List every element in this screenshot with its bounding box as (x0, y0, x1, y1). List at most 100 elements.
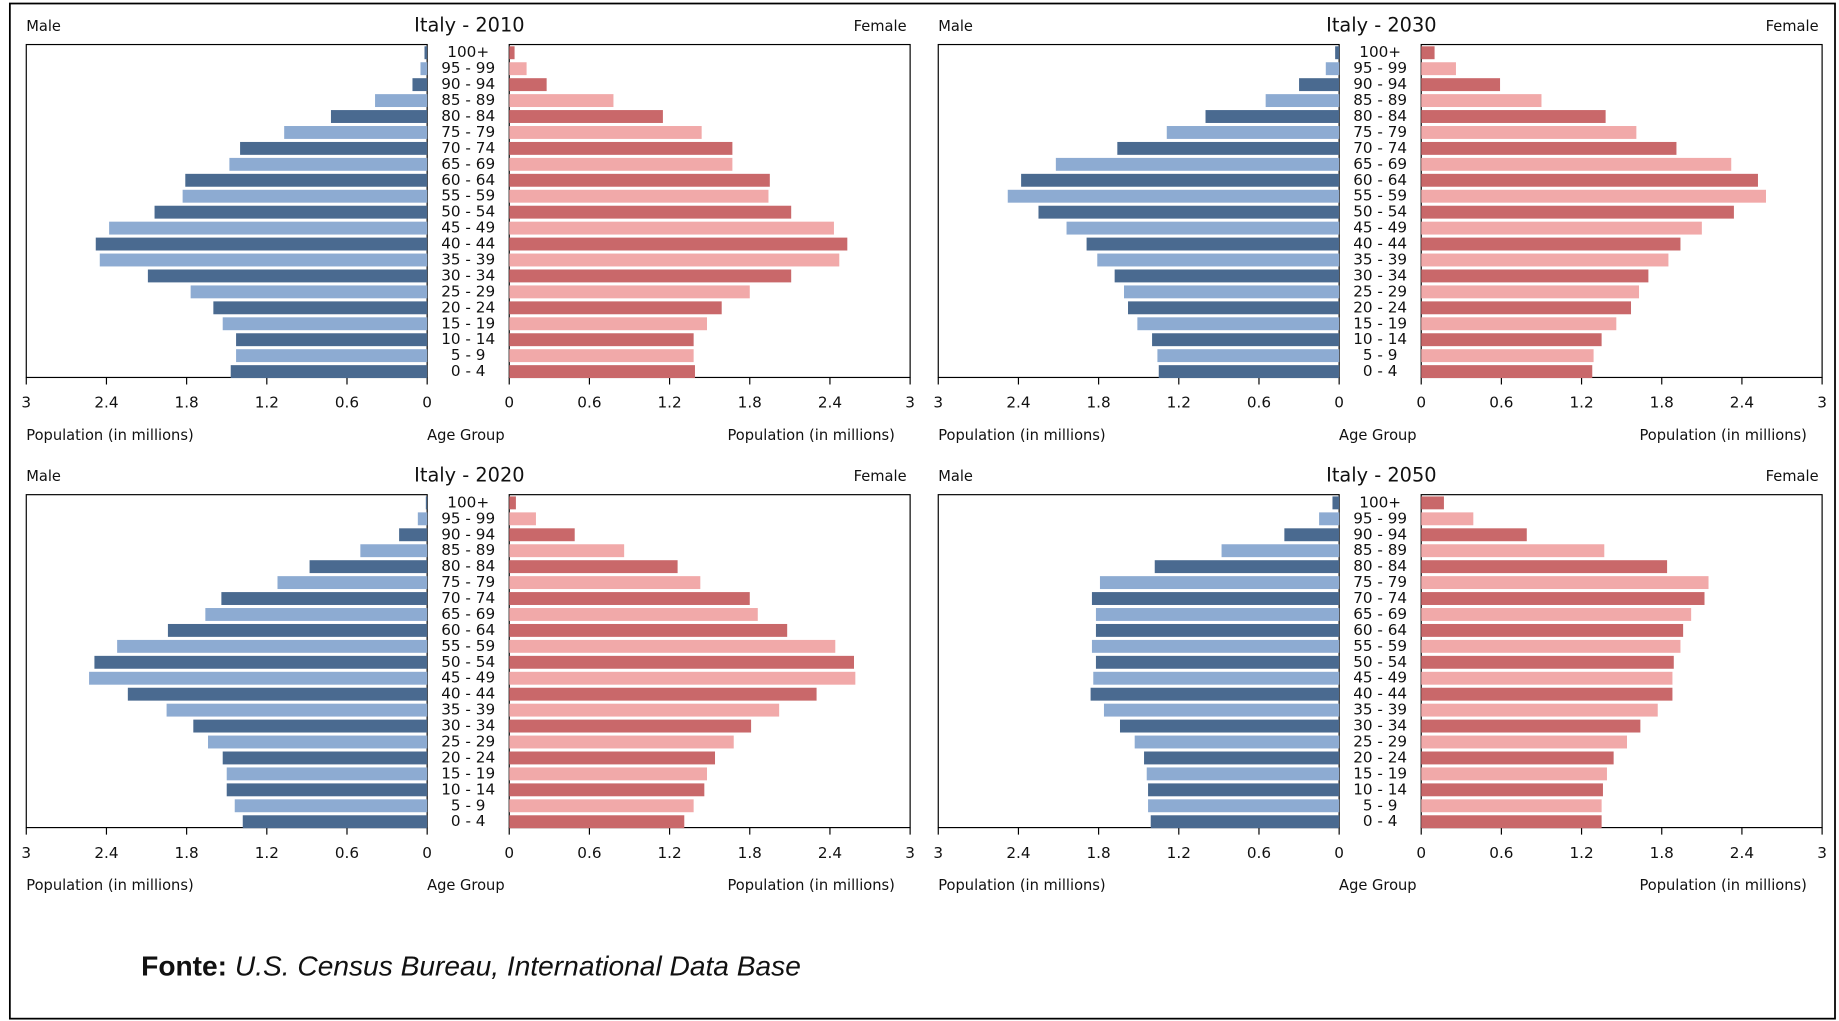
bar (509, 349, 694, 363)
x-tick-label: 0.6 (1247, 844, 1271, 862)
legend-label: Male (26, 468, 61, 485)
age-label: 0 - 4 (1363, 812, 1398, 830)
age-label: 5 - 9 (451, 796, 486, 814)
age-label: 70 - 74 (441, 139, 495, 157)
age-label: 25 - 29 (441, 733, 495, 751)
age-label: 0 - 4 (451, 362, 486, 380)
bar (95, 237, 428, 251)
bar (236, 333, 428, 347)
x-tick-label: 0 (422, 844, 432, 862)
x-tick-label: 0 (1334, 844, 1344, 862)
age-label: 95 - 99 (1353, 509, 1407, 527)
x-tick-label: 1.2 (657, 844, 681, 862)
x-tick-label: 1.8 (1650, 844, 1674, 862)
bar (509, 285, 750, 299)
bar (1205, 110, 1340, 123)
bar (240, 141, 428, 155)
bar (309, 560, 428, 574)
bar (1332, 496, 1340, 510)
age-label: 30 - 34 (441, 266, 495, 284)
bar (509, 365, 695, 379)
age-label: 55 - 59 (1353, 637, 1407, 655)
x-tick-label: 3 (21, 844, 31, 862)
axis-label: Age Group (1339, 427, 1417, 444)
bar (1421, 269, 1649, 283)
bar (1421, 62, 1456, 76)
x-tick-label: 1.8 (1087, 394, 1111, 412)
bar (509, 783, 705, 797)
x-tick-label: 1.8 (1650, 394, 1674, 412)
bar (412, 78, 428, 92)
x-tick-label: 0.6 (577, 394, 601, 412)
age-label: 85 - 89 (1353, 91, 1407, 109)
bar (236, 349, 428, 363)
legend-label: Female (854, 468, 907, 485)
bar (399, 528, 428, 542)
bar (1421, 496, 1444, 510)
bar (1066, 221, 1340, 235)
bar (205, 608, 428, 621)
age-label: 50 - 54 (441, 203, 495, 221)
bar (1097, 253, 1340, 267)
age-label: 20 - 24 (441, 748, 495, 766)
bar (509, 751, 716, 765)
bar (509, 528, 575, 542)
bar (1091, 639, 1340, 653)
bar (509, 253, 840, 267)
age-label: 75 - 79 (1353, 573, 1407, 591)
bar (1093, 671, 1340, 685)
bar (1421, 639, 1681, 653)
age-label: 5 - 9 (451, 346, 486, 364)
age-label: 75 - 79 (1353, 123, 1407, 141)
bar (154, 205, 428, 219)
x-tick-label: 3 (1817, 394, 1827, 412)
bar (1421, 719, 1641, 733)
age-label: 90 - 94 (1353, 75, 1407, 93)
age-label: 90 - 94 (1353, 525, 1407, 543)
axis-label: Population (in millions) (727, 427, 894, 444)
bar (509, 735, 734, 749)
bar (1421, 285, 1640, 299)
bar (1152, 333, 1340, 347)
bar (1103, 703, 1340, 717)
age-label: 100+ (1359, 43, 1401, 61)
bar (1157, 349, 1340, 363)
axis-label: Population (in millions) (727, 877, 894, 894)
x-tick-label: 3 (933, 394, 943, 412)
bar (1319, 512, 1340, 526)
bar (166, 703, 428, 717)
bar (1421, 576, 1709, 590)
x-tick-label: 1.8 (175, 394, 199, 412)
bar (509, 78, 547, 92)
x-tick-label: 1.8 (738, 844, 762, 862)
bar (1421, 671, 1673, 685)
bar (1158, 365, 1340, 379)
bar (222, 317, 428, 331)
x-tick-label: 3 (905, 844, 915, 862)
bar (190, 285, 428, 299)
bar (509, 544, 625, 558)
age-label: 70 - 74 (1353, 589, 1407, 607)
bar (509, 173, 770, 187)
x-tick-label: 1.8 (175, 844, 199, 862)
bar (1421, 767, 1607, 781)
bar (509, 576, 701, 590)
bar (1421, 544, 1605, 558)
age-label: 65 - 69 (1353, 605, 1407, 623)
bar (1090, 687, 1340, 701)
bar (509, 110, 663, 123)
bar (1095, 608, 1340, 621)
age-label: 70 - 74 (441, 589, 495, 607)
bar (284, 126, 428, 139)
bar (226, 767, 428, 781)
age-label: 60 - 64 (1353, 621, 1407, 639)
bar (229, 157, 428, 171)
age-label: 15 - 19 (1353, 764, 1407, 782)
age-label: 65 - 69 (1353, 155, 1407, 173)
x-tick-label: 2.4 (1006, 394, 1030, 412)
x-tick-label: 1.2 (1167, 844, 1191, 862)
age-label: 100+ (447, 43, 489, 61)
bar (509, 671, 856, 685)
bar (1421, 687, 1673, 701)
age-label: 30 - 34 (441, 717, 495, 735)
